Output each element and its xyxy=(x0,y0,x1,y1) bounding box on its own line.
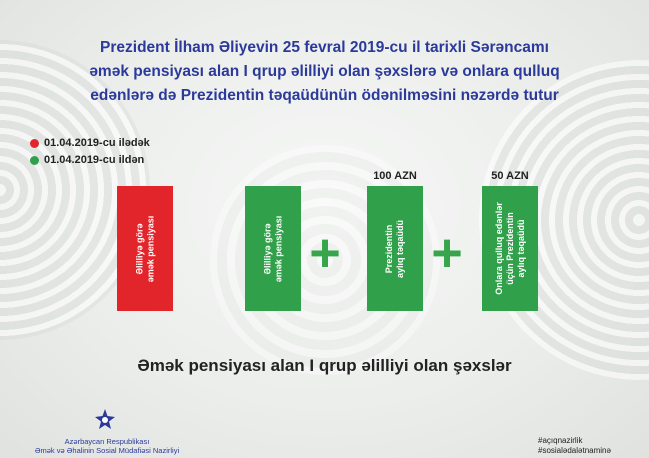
bar-label-line: Prezidentin xyxy=(384,224,395,273)
bar-label-line: üçün Prezidentin xyxy=(504,212,515,285)
bar-caregiver-stipend: Onlara qulluq edənlər üçün Prezidentin a… xyxy=(482,186,538,311)
legend-after-label: 01.04.2019-cu ildən xyxy=(44,154,145,166)
bar-label-line: Əlilliyə görə xyxy=(262,222,273,275)
bar-label: Onlara qulluq edənlər üçün Prezidentin a… xyxy=(494,202,527,295)
bar-presidential-stipend: Prezidentin aylıq təqaüdü xyxy=(367,186,423,311)
legend-after: 01.04.2019-cu ildən xyxy=(30,154,144,166)
headline: Prezident İlham Əliyevin 25 fevral 2019-… xyxy=(20,36,629,108)
bar-label: Əlilliyə görə əmək pensiyası xyxy=(262,215,284,282)
bar-label-line: əmək pensiyası xyxy=(145,215,156,282)
bar-label: Prezidentin aylıq təqaüdü xyxy=(384,219,406,277)
headline-line-1: Prezident İlham Əliyevin 25 fevral 2019-… xyxy=(100,39,549,56)
plus-icon: + xyxy=(309,223,341,283)
red-dot-icon xyxy=(30,138,39,148)
legend-before: 01.04.2019-cu ilədək xyxy=(30,137,150,149)
hashtag: #açıqnazirlik xyxy=(538,436,583,445)
amount-presidential-stipend: 100 AZN xyxy=(373,170,417,182)
organization-line-2: Əmək və Əhalinin Sosial Müdafiəsi Nazirl… xyxy=(34,446,180,455)
bar-disability-pension-before: Əlilliyə görə əmək pensiyası xyxy=(117,186,173,311)
organization-line-1: Azərbaycan Respublikası xyxy=(64,437,150,446)
headline-line-2: əmək pensiyası alan I qrup əlilliyi olan… xyxy=(89,63,560,80)
caption: Əmək pensiyası alan I qrup əlilliyi olan… xyxy=(137,356,512,375)
bar-disability-pension-after: Əlilliyə görə əmək pensiyası xyxy=(245,186,301,311)
organization-name: Azərbaycan Respublikası Əmək və Əhalinin… xyxy=(22,437,192,455)
bar-label-line: əmək pensiyası xyxy=(273,215,284,282)
bar-label-line: aylıq təqaüdü xyxy=(515,219,526,278)
bar-label: Əlilliyə görə əmək pensiyası xyxy=(134,215,156,282)
bar-label-line: Əlilliyə görə xyxy=(134,222,145,275)
ministry-emblem-icon xyxy=(95,409,115,429)
hashtag: #sosialədalətnaminə xyxy=(538,446,611,455)
bar-label-line: Onlara qulluq edənlər xyxy=(493,202,504,295)
plus-icon: + xyxy=(431,223,463,283)
bar-label-line: aylıq təqaüdü xyxy=(395,219,406,278)
amount-caregiver-stipend: 50 AZN xyxy=(491,170,529,182)
hashtags: #açıqnazirlik #sosialədalətnaminə xyxy=(538,436,611,456)
green-dot-icon xyxy=(30,155,39,165)
legend-before-label: 01.04.2019-cu ilədək xyxy=(44,137,150,149)
headline-line-3: edənlərə də Prezidentin təqaüdünün ödəni… xyxy=(90,87,559,104)
